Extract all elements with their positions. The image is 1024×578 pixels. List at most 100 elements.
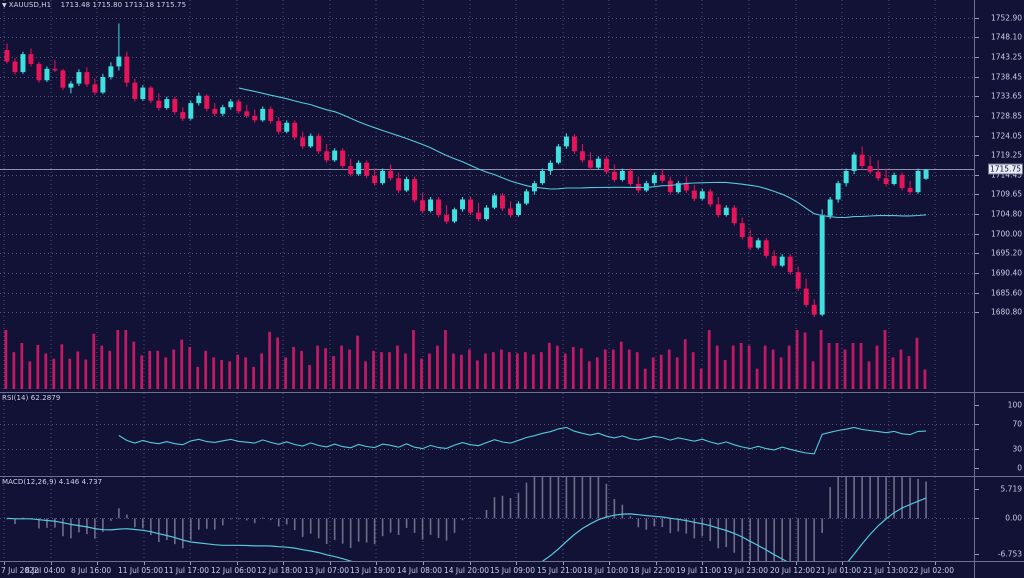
time-tick-mark bbox=[563, 562, 564, 565]
macd-plot-area[interactable] bbox=[0, 477, 975, 562]
rsi-tick-mark bbox=[975, 449, 979, 450]
price-tick-mark bbox=[975, 155, 979, 156]
rsi-panel[interactable]: 100 70 30 0 RSI(14) 62.2879 bbox=[0, 393, 1024, 476]
time-tick-label: 19 Jul 11:00 bbox=[676, 566, 721, 575]
price-tick-label: 1748.10 bbox=[990, 32, 1022, 42]
time-tick-mark bbox=[609, 562, 610, 565]
rsi-tick-label: 0 bbox=[1017, 463, 1022, 473]
time-tick-mark bbox=[190, 562, 191, 565]
price-tick-label: 1752.90 bbox=[990, 13, 1022, 23]
time-tick-mark bbox=[423, 562, 424, 565]
price-tick-mark bbox=[975, 273, 979, 274]
rsi-label: RSI(14) 62.2879 bbox=[2, 394, 61, 402]
time-tick-label: 14 Jul 20:00 bbox=[444, 566, 489, 575]
price-axis[interactable]: 1752.90 1748.10 1743.25 1738.45 1733.65 1728.… bbox=[974, 0, 1024, 392]
macd-tick-mark bbox=[975, 518, 979, 519]
time-tick-mark bbox=[4, 562, 5, 565]
current-price-badge: 1715.75 bbox=[987, 163, 1023, 175]
time-tick-label: 11 Jul 17:00 bbox=[164, 566, 209, 575]
time-axis[interactable]: 7 Jul 2022 8 Jul 04:00 8 Jul 16:00 11 Jul 0… bbox=[0, 561, 975, 578]
macd-tick-label: -6.753 bbox=[997, 549, 1022, 559]
price-tick-label: 1685.60 bbox=[990, 288, 1022, 298]
time-tick-mark bbox=[842, 562, 843, 565]
rsi-tick-mark bbox=[975, 405, 979, 406]
time-tick-label: 22 Jul 02:00 bbox=[909, 566, 954, 575]
price-tick-mark bbox=[975, 136, 979, 137]
rsi-tick-label: 70 bbox=[1012, 419, 1022, 429]
time-tick-mark bbox=[144, 562, 145, 565]
chart-header: ▼ XAUUSD,H1 1713.48 1715.80 1713.18 1715.… bbox=[2, 1, 186, 9]
rsi-macd-separator bbox=[0, 476, 1024, 477]
axis-corner bbox=[974, 561, 1024, 578]
time-tick-label: 20 Jul 12:00 bbox=[770, 566, 815, 575]
ohlc-values: 1713.48 1715.80 1713.18 1715.75 bbox=[60, 1, 187, 9]
time-tick-mark bbox=[516, 562, 517, 565]
price-tick-mark bbox=[975, 214, 979, 215]
rsi-tick-label: 30 bbox=[1012, 444, 1022, 454]
time-tick-mark bbox=[237, 562, 238, 565]
macd-label: MACD(12,26,9) 4.146 4.737 bbox=[2, 478, 103, 486]
price-tick-label: 1704.80 bbox=[990, 209, 1022, 219]
macd-axis[interactable]: 5.719 0.00 -6.753 bbox=[974, 477, 1024, 562]
time-tick-label: 18 Jul 22:00 bbox=[630, 566, 675, 575]
price-tick-mark bbox=[975, 77, 979, 78]
candlestick-svg bbox=[0, 0, 975, 392]
rsi-svg bbox=[0, 393, 975, 476]
time-tick-label: 15 Jul 09:00 bbox=[490, 566, 535, 575]
price-tick-label: 1709.65 bbox=[990, 189, 1022, 199]
price-tick-mark bbox=[975, 18, 979, 19]
time-tick-label: 12 Jul 06:00 bbox=[211, 566, 256, 575]
rsi-tick-label: 100 bbox=[1007, 400, 1022, 410]
time-tick-mark bbox=[656, 562, 657, 565]
time-tick-label: 8 Jul 16:00 bbox=[71, 566, 112, 575]
rsi-header: RSI(14) 62.2879 bbox=[2, 394, 60, 402]
time-tick-mark bbox=[702, 562, 703, 565]
rsi-tick-mark bbox=[975, 424, 979, 425]
price-plot-area[interactable] bbox=[0, 0, 975, 392]
price-tick-label: 1724.05 bbox=[990, 131, 1022, 141]
time-tick-mark bbox=[283, 562, 284, 565]
time-tick-mark bbox=[51, 562, 52, 565]
macd-tick-label: 0.00 bbox=[1005, 513, 1022, 523]
price-tick-mark bbox=[975, 312, 979, 313]
time-tick-label: 19 Jul 23:00 bbox=[723, 566, 768, 575]
price-tick-label: 1728.85 bbox=[990, 111, 1022, 121]
time-tick-label: 7 Jul 2022 bbox=[1, 566, 39, 575]
time-tick-label: 13 Jul 07:00 bbox=[304, 566, 349, 575]
price-rsi-separator bbox=[0, 392, 1024, 393]
price-panel[interactable]: 1752.90 1748.10 1743.25 1738.45 1733.65 1728.… bbox=[0, 0, 1024, 392]
price-tick-mark bbox=[975, 57, 979, 58]
time-tick-label: 12 Jul 18:00 bbox=[257, 566, 302, 575]
time-tick-label: 11 Jul 05:00 bbox=[118, 566, 163, 575]
macd-header: MACD(12,26,9) 4.146 4.737 bbox=[2, 478, 102, 486]
price-tick-mark bbox=[975, 293, 979, 294]
macd-tick-mark bbox=[975, 489, 979, 490]
time-tick-mark bbox=[889, 562, 890, 565]
price-tick-mark bbox=[975, 37, 979, 38]
macd-panel[interactable]: 5.719 0.00 -6.753 MACD(12,26,9) 4.146 4.73… bbox=[0, 477, 1024, 562]
price-tick-mark bbox=[975, 116, 979, 117]
time-tick-mark bbox=[796, 562, 797, 565]
time-tick-mark bbox=[97, 562, 98, 565]
price-tick-label: 1680.80 bbox=[990, 307, 1022, 317]
time-tick-mark bbox=[330, 562, 331, 565]
collapse-triangle-icon[interactable]: ▼ bbox=[2, 2, 7, 9]
rsi-tick-mark bbox=[975, 468, 979, 469]
time-tick-label: 14 Jul 08:00 bbox=[397, 566, 442, 575]
symbol-timeframe-label: XAUUSD,H1 bbox=[8, 1, 52, 9]
time-tick-label: 15 Jul 21:00 bbox=[537, 566, 582, 575]
price-tick-label: 1743.25 bbox=[990, 52, 1022, 62]
macd-tick-mark bbox=[975, 554, 979, 555]
time-tick-label: 21 Jul 01:00 bbox=[816, 566, 861, 575]
time-tick-mark bbox=[376, 562, 377, 565]
macd-svg bbox=[0, 477, 975, 562]
time-tick-label: 13 Jul 19:00 bbox=[350, 566, 395, 575]
price-tick-label: 1695.20 bbox=[990, 248, 1022, 258]
macd-tick-label: 5.719 bbox=[1000, 484, 1022, 494]
price-tick-mark bbox=[975, 175, 979, 176]
rsi-plot-area[interactable] bbox=[0, 393, 975, 476]
rsi-axis[interactable]: 100 70 30 0 bbox=[974, 393, 1024, 476]
price-tick-mark bbox=[975, 96, 979, 97]
price-tick-label: 1700.00 bbox=[990, 229, 1022, 239]
